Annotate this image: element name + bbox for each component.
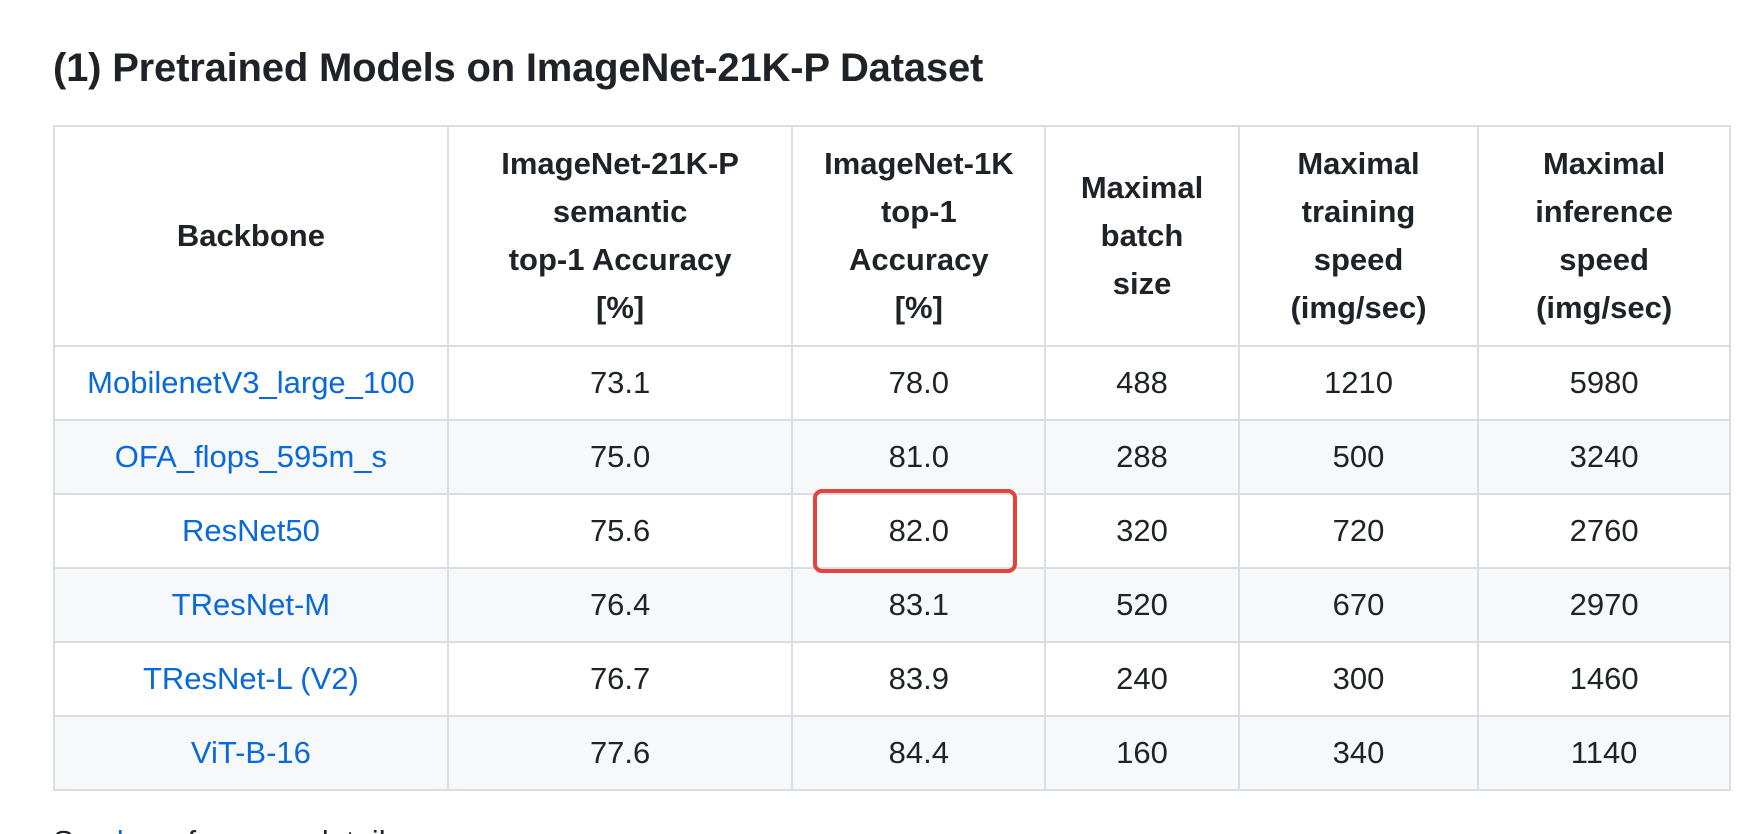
- in1k-accuracy-cell: 84.4: [791, 715, 1047, 791]
- model-link[interactable]: MobilenetV3_large_100: [87, 365, 415, 400]
- inference-speed-cell: 1460: [1477, 641, 1731, 717]
- in1k-accuracy-cell: 78.0: [791, 345, 1047, 421]
- in21k-accuracy-cell: 75.6: [446, 493, 794, 569]
- header-in1k-accuracy: ImageNet-1K top-1 Accuracy [%]: [791, 125, 1047, 347]
- footer-prefix: See: [53, 824, 117, 834]
- in21k-accuracy-cell: 76.7: [446, 641, 794, 717]
- in21k-accuracy-cell: 76.4: [446, 567, 794, 643]
- footer-suffix: for more details: [179, 824, 401, 834]
- backbone-cell: ResNet50: [53, 493, 449, 569]
- training-speed-cell: 340: [1237, 715, 1480, 791]
- header-in21k-accuracy: ImageNet-21K-P semantic top-1 Accuracy […: [446, 125, 794, 347]
- inference-speed-cell: 1140: [1477, 715, 1731, 791]
- table-row: TResNet-L (V2) 76.7 83.9 240 300 1460: [53, 641, 1731, 717]
- backbone-cell: TResNet-M: [53, 567, 449, 643]
- in1k-accuracy-cell: 81.0: [791, 419, 1047, 495]
- header-training-speed: Maximal training speed (img/sec): [1237, 125, 1480, 347]
- section-heading: (1) Pretrained Models on ImageNet-21K-P …: [53, 46, 984, 90]
- table-row: ResNet50 75.6 82.0 320 720 2760: [53, 489, 1731, 573]
- model-link[interactable]: ViT-B-16: [190, 735, 311, 770]
- inference-speed-cell: 3240: [1477, 419, 1731, 495]
- model-link[interactable]: OFA_flops_595m_s: [114, 439, 388, 474]
- batch-size-cell: 288: [1044, 419, 1240, 495]
- training-speed-cell: 670: [1237, 567, 1480, 643]
- in1k-accuracy-cell: 83.1: [791, 567, 1047, 643]
- backbone-cell: MobilenetV3_large_100: [53, 345, 449, 421]
- table-row: OFA_flops_595m_s 75.0 81.0 288 500 3240: [53, 419, 1731, 495]
- batch-size-cell: 160: [1044, 715, 1240, 791]
- model-link[interactable]: TResNet-L (V2): [142, 661, 359, 696]
- backbone-cell: TResNet-L (V2): [53, 641, 449, 717]
- in21k-accuracy-cell: 77.6: [446, 715, 794, 791]
- in1k-accuracy-value: 82.0: [888, 513, 949, 548]
- batch-size-cell: 488: [1044, 345, 1240, 421]
- training-speed-cell: 500: [1237, 419, 1480, 495]
- header-row: Backbone ImageNet-21K-P semantic top-1 A…: [53, 125, 1731, 347]
- table-row: ViT-B-16 77.6 84.4 160 340 1140: [53, 715, 1731, 791]
- in21k-accuracy-cell: 75.0: [446, 419, 794, 495]
- training-speed-cell: 720: [1237, 493, 1480, 569]
- inference-speed-cell: 2760: [1477, 493, 1731, 569]
- in21k-accuracy-cell: 73.1: [446, 345, 794, 421]
- inference-speed-cell: 5980: [1477, 345, 1731, 421]
- training-speed-cell: 300: [1237, 641, 1480, 717]
- pretrained-models-table: Backbone ImageNet-21K-P semantic top-1 A…: [53, 125, 1731, 791]
- footer-note-partial: See here for more details: [53, 818, 401, 834]
- batch-size-cell: 240: [1044, 641, 1240, 717]
- model-link[interactable]: TResNet-M: [171, 587, 331, 622]
- inference-speed-cell: 2970: [1477, 567, 1731, 643]
- table-row: MobilenetV3_large_100 73.1 78.0 488 1210…: [53, 345, 1731, 421]
- backbone-cell: ViT-B-16: [53, 715, 449, 791]
- in1k-accuracy-cell: 83.9: [791, 641, 1047, 717]
- batch-size-cell: 520: [1044, 567, 1240, 643]
- table-row: TResNet-M 76.4 83.1 520 670 2970: [53, 567, 1731, 643]
- header-inference-speed: Maximal inference speed (img/sec): [1477, 125, 1731, 347]
- footer-link[interactable]: here: [117, 824, 179, 834]
- batch-size-cell: 320: [1044, 493, 1240, 569]
- backbone-cell: OFA_flops_595m_s: [53, 419, 449, 495]
- header-batch-size: Maximal batch size: [1044, 125, 1240, 347]
- in1k-accuracy-cell-highlighted: 82.0: [791, 489, 1047, 573]
- model-link[interactable]: ResNet50: [181, 513, 320, 548]
- training-speed-cell: 1210: [1237, 345, 1480, 421]
- header-backbone: Backbone: [53, 125, 449, 347]
